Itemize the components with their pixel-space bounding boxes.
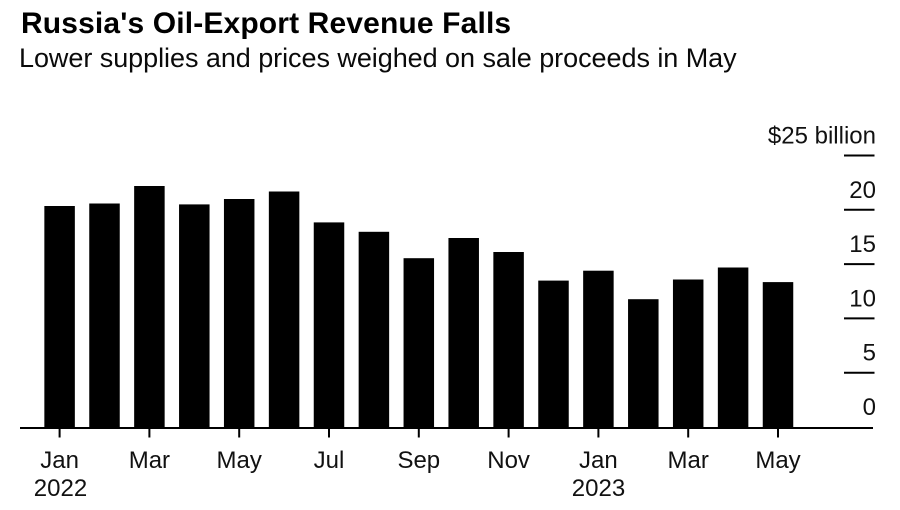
svg-text:Lower supplies and prices weig: Lower supplies and prices weighed on sal… <box>19 43 737 73</box>
svg-text:20: 20 <box>849 177 876 204</box>
svg-text:Mar: Mar <box>129 447 170 474</box>
svg-text:May: May <box>217 447 262 474</box>
svg-text:Nov: Nov <box>487 447 530 474</box>
svg-text:0: 0 <box>863 394 876 421</box>
svg-text:2022: 2022 <box>34 475 87 502</box>
svg-text:10: 10 <box>849 285 876 312</box>
svg-text:Jan: Jan <box>40 447 79 474</box>
svg-text:Russia's Oil-Export Revenue Fa: Russia's Oil-Export Revenue Falls <box>21 7 511 40</box>
svg-text:Mar: Mar <box>668 447 709 474</box>
svg-text:5: 5 <box>863 340 876 367</box>
svg-text:Sep: Sep <box>397 447 440 474</box>
svg-text:Jul: Jul <box>314 447 345 474</box>
svg-text:2023: 2023 <box>572 475 625 502</box>
svg-text:Jan: Jan <box>579 447 618 474</box>
svg-text:May: May <box>755 447 800 474</box>
svg-text:15: 15 <box>849 231 876 258</box>
svg-text:$25 billion: $25 billion <box>768 123 876 150</box>
